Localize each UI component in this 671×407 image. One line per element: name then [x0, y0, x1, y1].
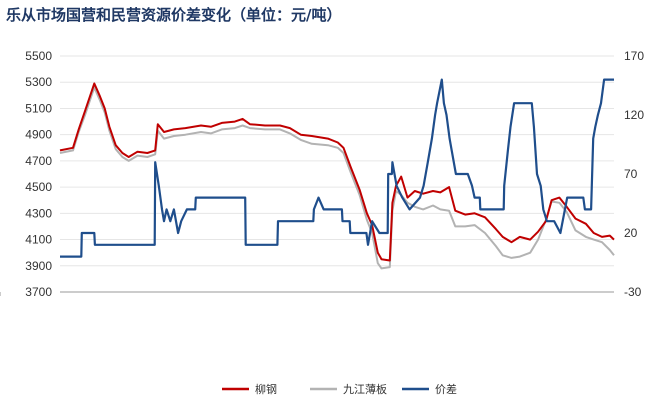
right-axis: -30 20 70 120 170 — [624, 49, 644, 299]
left-tick-label: 4100 — [25, 233, 52, 247]
left-axis: 3700 3900 4100 4300 4500 4700 4900 5100 5300 5500 — [25, 49, 52, 299]
x-axis: 2023-1-32023-3-32023-5-32023-7-32023-9-3… — [0, 291, 614, 296]
left-tick-label: 5100 — [25, 101, 52, 115]
legend-label: 价差 — [435, 382, 457, 396]
right-tick-label: 20 — [624, 226, 638, 240]
left-tick-label: 5300 — [25, 75, 52, 89]
right-tick-label: -30 — [624, 285, 642, 299]
right-tick-label: 120 — [624, 108, 644, 122]
series-line-3 — [60, 78, 614, 258]
series-lines — [59, 78, 615, 270]
series-line-2 — [59, 86, 615, 270]
left-tick-label: 3700 — [25, 285, 52, 299]
left-tick-label: 4500 — [25, 180, 52, 194]
left-tick-label: 4700 — [25, 154, 52, 168]
series-line-1 — [59, 82, 615, 262]
right-tick-label: 70 — [624, 167, 638, 181]
gridlines — [60, 55, 614, 293]
left-tick-label: 3900 — [25, 259, 52, 273]
legend: 柳钢 九江薄板 价差 — [222, 382, 457, 396]
right-tick-label: 170 — [624, 49, 644, 63]
left-tick-label: 5500 — [25, 49, 52, 63]
chart-title: 乐从市场国营和民营资源价差变化（单位：元/吨） — [6, 6, 342, 24]
legend-label: 九江薄板 — [343, 382, 387, 396]
legend-label: 柳钢 — [255, 382, 277, 396]
left-tick-label: 4900 — [25, 128, 52, 142]
left-tick-label: 4300 — [25, 206, 52, 220]
